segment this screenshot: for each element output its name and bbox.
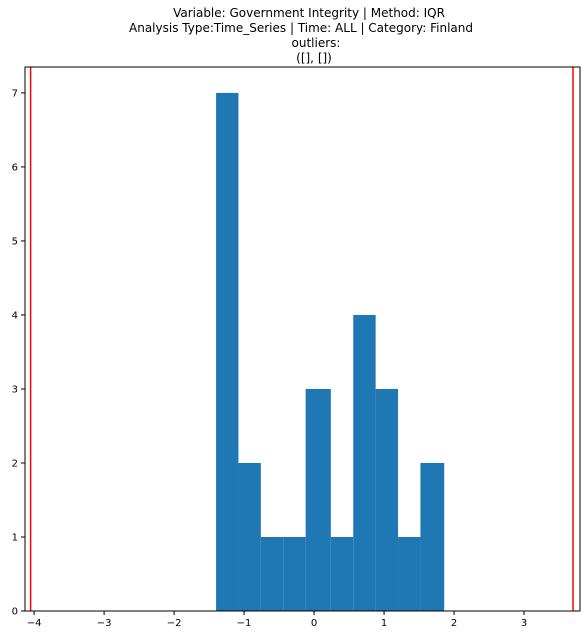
chart-title: Variable: Government Integrity | Method:… (129, 6, 473, 65)
histogram-bar-7 (376, 389, 398, 611)
x-tick-label: 1 (381, 618, 387, 629)
x-tick-label: 2 (451, 618, 457, 629)
histogram-bar-0 (216, 93, 238, 611)
y-tick-label: 2 (12, 458, 18, 469)
x-tick-label: −2 (167, 618, 182, 629)
title-line-2: Analysis Type:Time_Series | Time: ALL | … (129, 21, 473, 35)
title-line-1: Variable: Government Integrity | Method:… (173, 6, 445, 20)
y-tick-label: 1 (12, 532, 18, 543)
axes-frame (25, 67, 580, 611)
x-tick-label: −4 (27, 618, 42, 629)
x-tick-label: −3 (97, 618, 112, 629)
histogram-bars (216, 93, 444, 611)
y-axis: 0 1 2 3 4 5 6 7 (12, 88, 25, 617)
threshold-lines (31, 67, 573, 611)
x-tick-label: 3 (521, 618, 527, 629)
x-axis: −4−3−2−101234 (27, 611, 585, 629)
plot-area: −4 −3 −2 −1 0 1 2 3 4 0 1 2 3 4 5 6 7 (12, 67, 585, 629)
histogram-bar-5 (331, 537, 353, 611)
histogram-bar-6 (353, 315, 375, 611)
y-tick-label: 0 (12, 607, 18, 618)
histogram-bar-9 (420, 463, 444, 611)
histogram-bar-1 (238, 463, 260, 611)
histogram-bar-4 (306, 389, 331, 611)
x-tick-label: 0 (311, 618, 317, 629)
y-tick-label: 3 (12, 384, 18, 395)
y-tick-label: 7 (12, 88, 18, 99)
histogram-bar-3 (283, 537, 305, 611)
y-tick-label: 5 (12, 236, 18, 247)
x-tick-label: −1 (237, 618, 252, 629)
y-tick-label: 6 (12, 162, 18, 173)
y-tick-label: 4 (12, 310, 18, 321)
histogram-bar-8 (398, 537, 420, 611)
histogram-bar-2 (261, 537, 283, 611)
title-line-3: outliers: (292, 36, 341, 50)
title-line-4: ([], []) (296, 51, 332, 65)
